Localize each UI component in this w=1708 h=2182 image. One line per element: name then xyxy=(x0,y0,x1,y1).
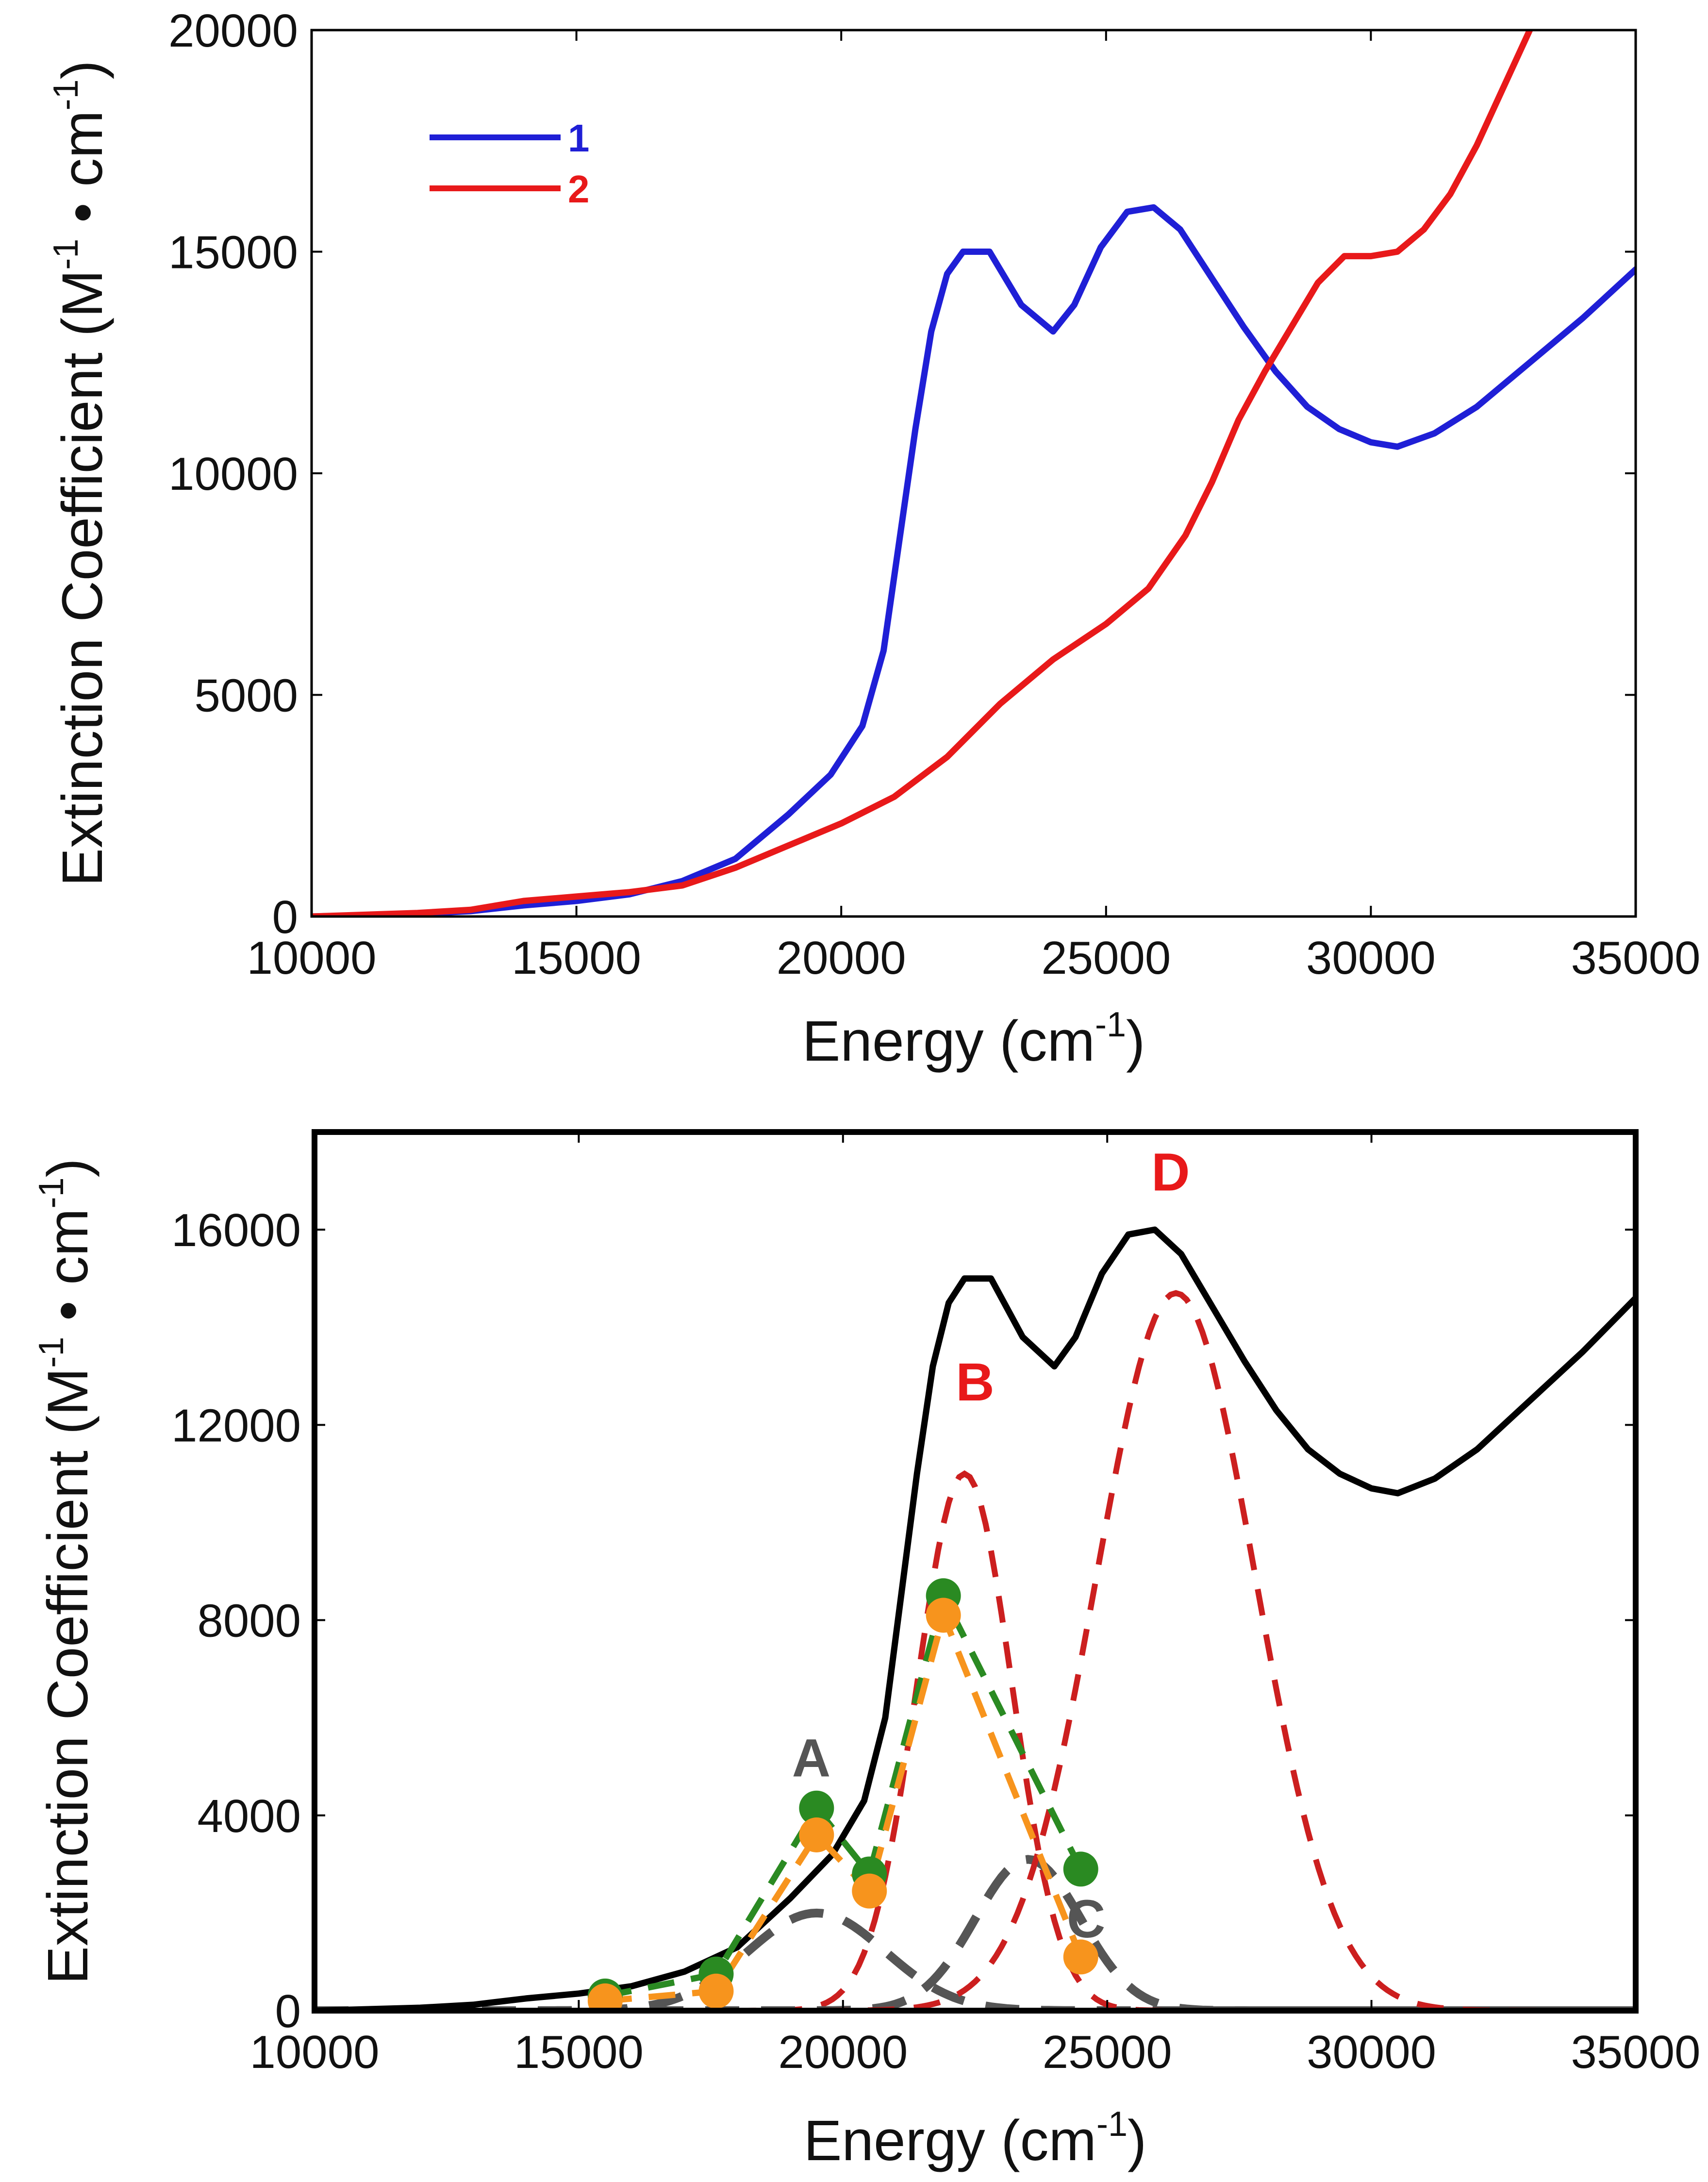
bottom-series-group xyxy=(315,1226,1636,2011)
top-x-tick-label: 25000 xyxy=(1041,932,1171,984)
mcd-green-line xyxy=(604,1587,1084,1999)
top-x-axis-title-end: ) xyxy=(1126,1009,1145,1073)
top-x-axis-title-superscript: -1 xyxy=(1095,1005,1126,1044)
band-labels: A B C D xyxy=(792,1143,1190,1949)
mcd-orange-point xyxy=(587,1983,623,2011)
series-2-line xyxy=(312,30,1533,916)
legend-label-series-2: 2 xyxy=(568,167,590,211)
mcd-orange-line xyxy=(605,1605,1084,2004)
bottom-plot-frame xyxy=(312,1129,1639,2014)
top-x-tick-label: 20000 xyxy=(777,932,906,984)
bottom-y-tick-label: 0 xyxy=(275,1985,301,2037)
top-x-tick-label: 35000 xyxy=(1571,932,1701,984)
absorption-spectrum-line xyxy=(315,1226,1636,2011)
top-y-axis-title-superscript-2: -1 xyxy=(47,79,85,110)
band-label-c: C xyxy=(1067,1889,1105,1949)
band-label-b: B xyxy=(956,1352,994,1412)
bottom-y-tick-label: 12000 xyxy=(171,1399,301,1451)
top-y-axis-title-text: Extinction Coefficient (M xyxy=(50,270,115,886)
top-x-tick-label: 15000 xyxy=(512,932,641,984)
bottom-y-axis-title-superscript-2: -1 xyxy=(32,1177,71,1208)
top-series-group xyxy=(312,30,1636,916)
top-plot-area xyxy=(312,30,1636,916)
bottom-y-tick-label: 16000 xyxy=(171,1204,301,1256)
top-y-axis-title-superscript-1: -1 xyxy=(47,239,85,270)
bottom-plot-area xyxy=(315,1226,1636,2011)
top-axes: 10000 15000 20000 25000 30000 35000 0 5000 10000… xyxy=(168,5,1700,984)
bottom-y-axis-title: Extinction Coefficient (M-1 • cm-1) xyxy=(32,1158,100,1984)
mcd-orange-point xyxy=(1063,1939,1098,1975)
bottom-x-tick-label: 15000 xyxy=(514,2026,644,2078)
bottom-x-tick-label: 35000 xyxy=(1571,2026,1701,2078)
top-y-axis-title-mid: • cm xyxy=(50,110,115,238)
top-chart: 10000 15000 20000 25000 30000 35000 0 5000 10000… xyxy=(47,5,1700,1073)
bottom-axes: 10000 15000 20000 25000 30000 35000 0 4000 8000 1… xyxy=(171,1132,1700,2078)
top-plot-frame xyxy=(310,29,1637,918)
top-y-tick-label: 0 xyxy=(272,891,298,943)
bottom-x-tick-label: 30000 xyxy=(1307,2026,1436,2078)
legend: 1 2 xyxy=(430,117,590,211)
mcd-orange-point xyxy=(698,1973,734,2009)
band-label-d: D xyxy=(1151,1143,1190,1202)
bottom-y-axis-title-mid: • cm xyxy=(36,1208,100,1336)
bottom-x-axis-title-end: ) xyxy=(1128,2109,1146,2173)
bottom-y-tick-label: 8000 xyxy=(197,1595,301,1647)
bottom-y-axis-title-superscript-1: -1 xyxy=(32,1337,71,1368)
top-y-tick-label: 5000 xyxy=(194,670,298,722)
top-x-tick-label: 30000 xyxy=(1306,932,1436,984)
bottom-x-tick-label: 25000 xyxy=(1043,2026,1172,2078)
top-y-tick-label: 15000 xyxy=(168,227,298,279)
top-y-tick-label: 10000 xyxy=(168,448,298,500)
gaussian-band-a xyxy=(315,1908,1636,2011)
top-y-tick-label: 20000 xyxy=(168,5,298,57)
gaussian-band-c xyxy=(315,1855,1636,2011)
bottom-chart: 10000 15000 20000 25000 30000 35000 0 4000 8000 1… xyxy=(32,1129,1700,2173)
top-x-axis-title-text: Energy (cm xyxy=(802,1009,1095,1073)
bottom-x-axis-title-text: Energy (cm xyxy=(804,2109,1096,2173)
top-x-axis-title: Energy (cm-1) xyxy=(802,1005,1145,1073)
mcd-orange-point xyxy=(799,1817,834,1852)
top-x-tick-label: 10000 xyxy=(247,932,377,984)
gaussian-band-b xyxy=(315,1470,1636,2011)
series-1-line xyxy=(312,204,1636,916)
bottom-y-tick-label: 4000 xyxy=(197,1790,301,1842)
bottom-x-tick-label: 20000 xyxy=(778,2026,908,2078)
mcd-orange-point xyxy=(926,1598,961,1633)
mcd-green-point xyxy=(799,1790,834,1826)
mcd-green-point xyxy=(1063,1851,1098,1887)
bottom-x-axis-title: Energy (cm-1) xyxy=(804,2105,1147,2173)
mcd-orange-point xyxy=(852,1873,887,1909)
bottom-x-axis-title-superscript: -1 xyxy=(1096,2105,1128,2144)
band-label-a: A xyxy=(792,1728,830,1788)
bottom-y-axis-title-end: ) xyxy=(36,1158,100,1177)
gaussian-band-d xyxy=(315,1290,1636,2011)
bottom-x-tick-label: 10000 xyxy=(250,2026,380,2078)
legend-label-series-1: 1 xyxy=(568,117,590,160)
top-y-axis-title: Extinction Coefficient (M-1 • cm-1) xyxy=(47,60,115,886)
bottom-y-axis-title-text: Extinction Coefficient (M xyxy=(36,1368,100,1984)
top-y-axis-title-end: ) xyxy=(50,60,115,79)
